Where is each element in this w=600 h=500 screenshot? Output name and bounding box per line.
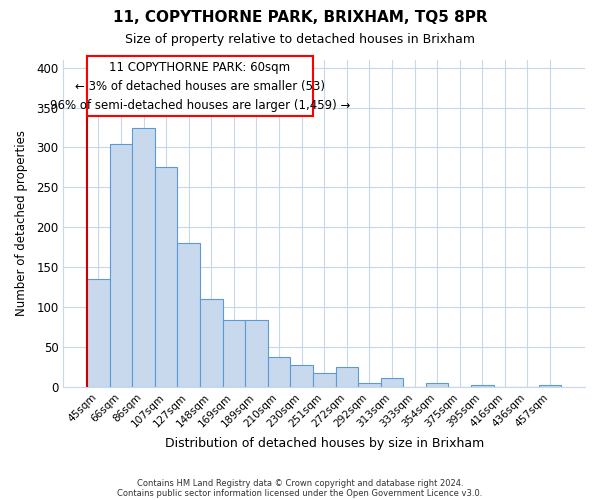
Bar: [155, 168, 178, 387]
Y-axis label: Number of detached properties: Number of detached properties: [15, 130, 28, 316]
Text: 96% of semi-detached houses are larger (1,459) →: 96% of semi-detached houses are larger (…: [50, 99, 350, 112]
Text: Contains public sector information licensed under the Open Government Licence v3: Contains public sector information licen…: [118, 488, 482, 498]
Bar: [380, 378, 403, 387]
Bar: [268, 358, 290, 387]
Bar: [110, 144, 133, 387]
Bar: [178, 244, 200, 387]
Bar: [335, 367, 358, 387]
Bar: [313, 374, 335, 387]
Bar: [200, 299, 223, 387]
Bar: [223, 320, 245, 387]
Text: 11, COPYTHORNE PARK, BRIXHAM, TQ5 8PR: 11, COPYTHORNE PARK, BRIXHAM, TQ5 8PR: [113, 10, 487, 25]
Bar: [426, 383, 448, 387]
Bar: [539, 384, 561, 387]
Text: 11 COPYTHORNE PARK: 60sqm: 11 COPYTHORNE PARK: 60sqm: [109, 61, 290, 74]
X-axis label: Distribution of detached houses by size in Brixham: Distribution of detached houses by size …: [164, 437, 484, 450]
Bar: [87, 279, 110, 387]
Text: Contains HM Land Registry data © Crown copyright and database right 2024.: Contains HM Land Registry data © Crown c…: [137, 478, 463, 488]
Text: ← 3% of detached houses are smaller (53): ← 3% of detached houses are smaller (53): [75, 80, 325, 94]
Bar: [245, 320, 268, 387]
Bar: [471, 386, 494, 387]
Bar: [358, 383, 380, 387]
Text: Size of property relative to detached houses in Brixham: Size of property relative to detached ho…: [125, 32, 475, 46]
Bar: [290, 366, 313, 387]
Bar: [133, 128, 155, 387]
FancyBboxPatch shape: [87, 56, 313, 116]
